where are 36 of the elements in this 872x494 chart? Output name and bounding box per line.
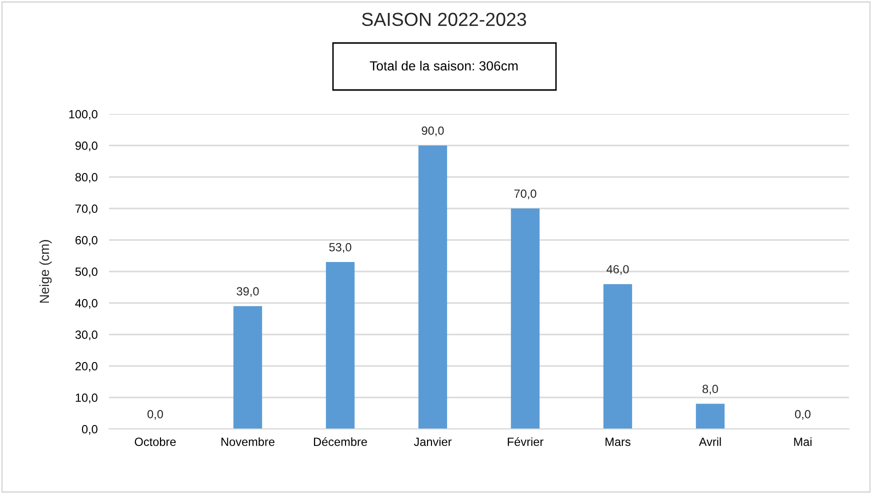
data-label: 8,0: [702, 384, 718, 395]
y-tick-label: 70,0: [76, 204, 98, 214]
bar: [603, 284, 632, 429]
y-tick-label: 90,0: [75, 142, 98, 152]
y-tick-label: 40,0: [75, 299, 98, 309]
y-tick-label: 30,0: [75, 330, 98, 340]
y-tick-label: 60,0: [76, 236, 98, 246]
x-tick-label: Janvier: [414, 437, 452, 446]
data-label: 70,0: [514, 189, 536, 200]
x-tick-label: Octobre: [134, 437, 176, 446]
y-tick-label: 20,0: [76, 362, 98, 372]
data-label: 53,0: [329, 243, 352, 253]
text: Total de la saison: 306cm: [370, 60, 518, 71]
y-tick-label: 100,0: [69, 110, 98, 120]
x-tick-label: Février: [508, 437, 544, 446]
x-tick-label: Décembre: [314, 437, 367, 446]
x-tick-label: Avril: [698, 437, 721, 446]
y-tick-label: 80,0: [75, 173, 98, 183]
bar: [696, 404, 725, 429]
x-tick-label: Mars: [606, 438, 630, 446]
chart-title: SAISON 2022-2023: [362, 12, 526, 26]
y-tick-label: 50,0: [75, 268, 98, 278]
y-tick-label: 10,0: [76, 394, 98, 404]
data-label: 46,0: [606, 265, 629, 275]
data-label: 0,0: [795, 410, 810, 420]
bar: [510, 208, 540, 429]
data-label: 90,0: [422, 126, 444, 136]
bar: [326, 262, 355, 429]
bar: [233, 306, 262, 429]
y-axis-title: Neige (cm): [39, 240, 52, 303]
data-label: 39,0: [236, 287, 259, 297]
x-tick-label: Novembre: [221, 437, 274, 446]
bar: [418, 146, 448, 429]
y-tick-label: 0,0: [82, 425, 98, 435]
data-label: 0,0: [148, 410, 163, 420]
x-tick-label: Mai: [794, 437, 812, 446]
